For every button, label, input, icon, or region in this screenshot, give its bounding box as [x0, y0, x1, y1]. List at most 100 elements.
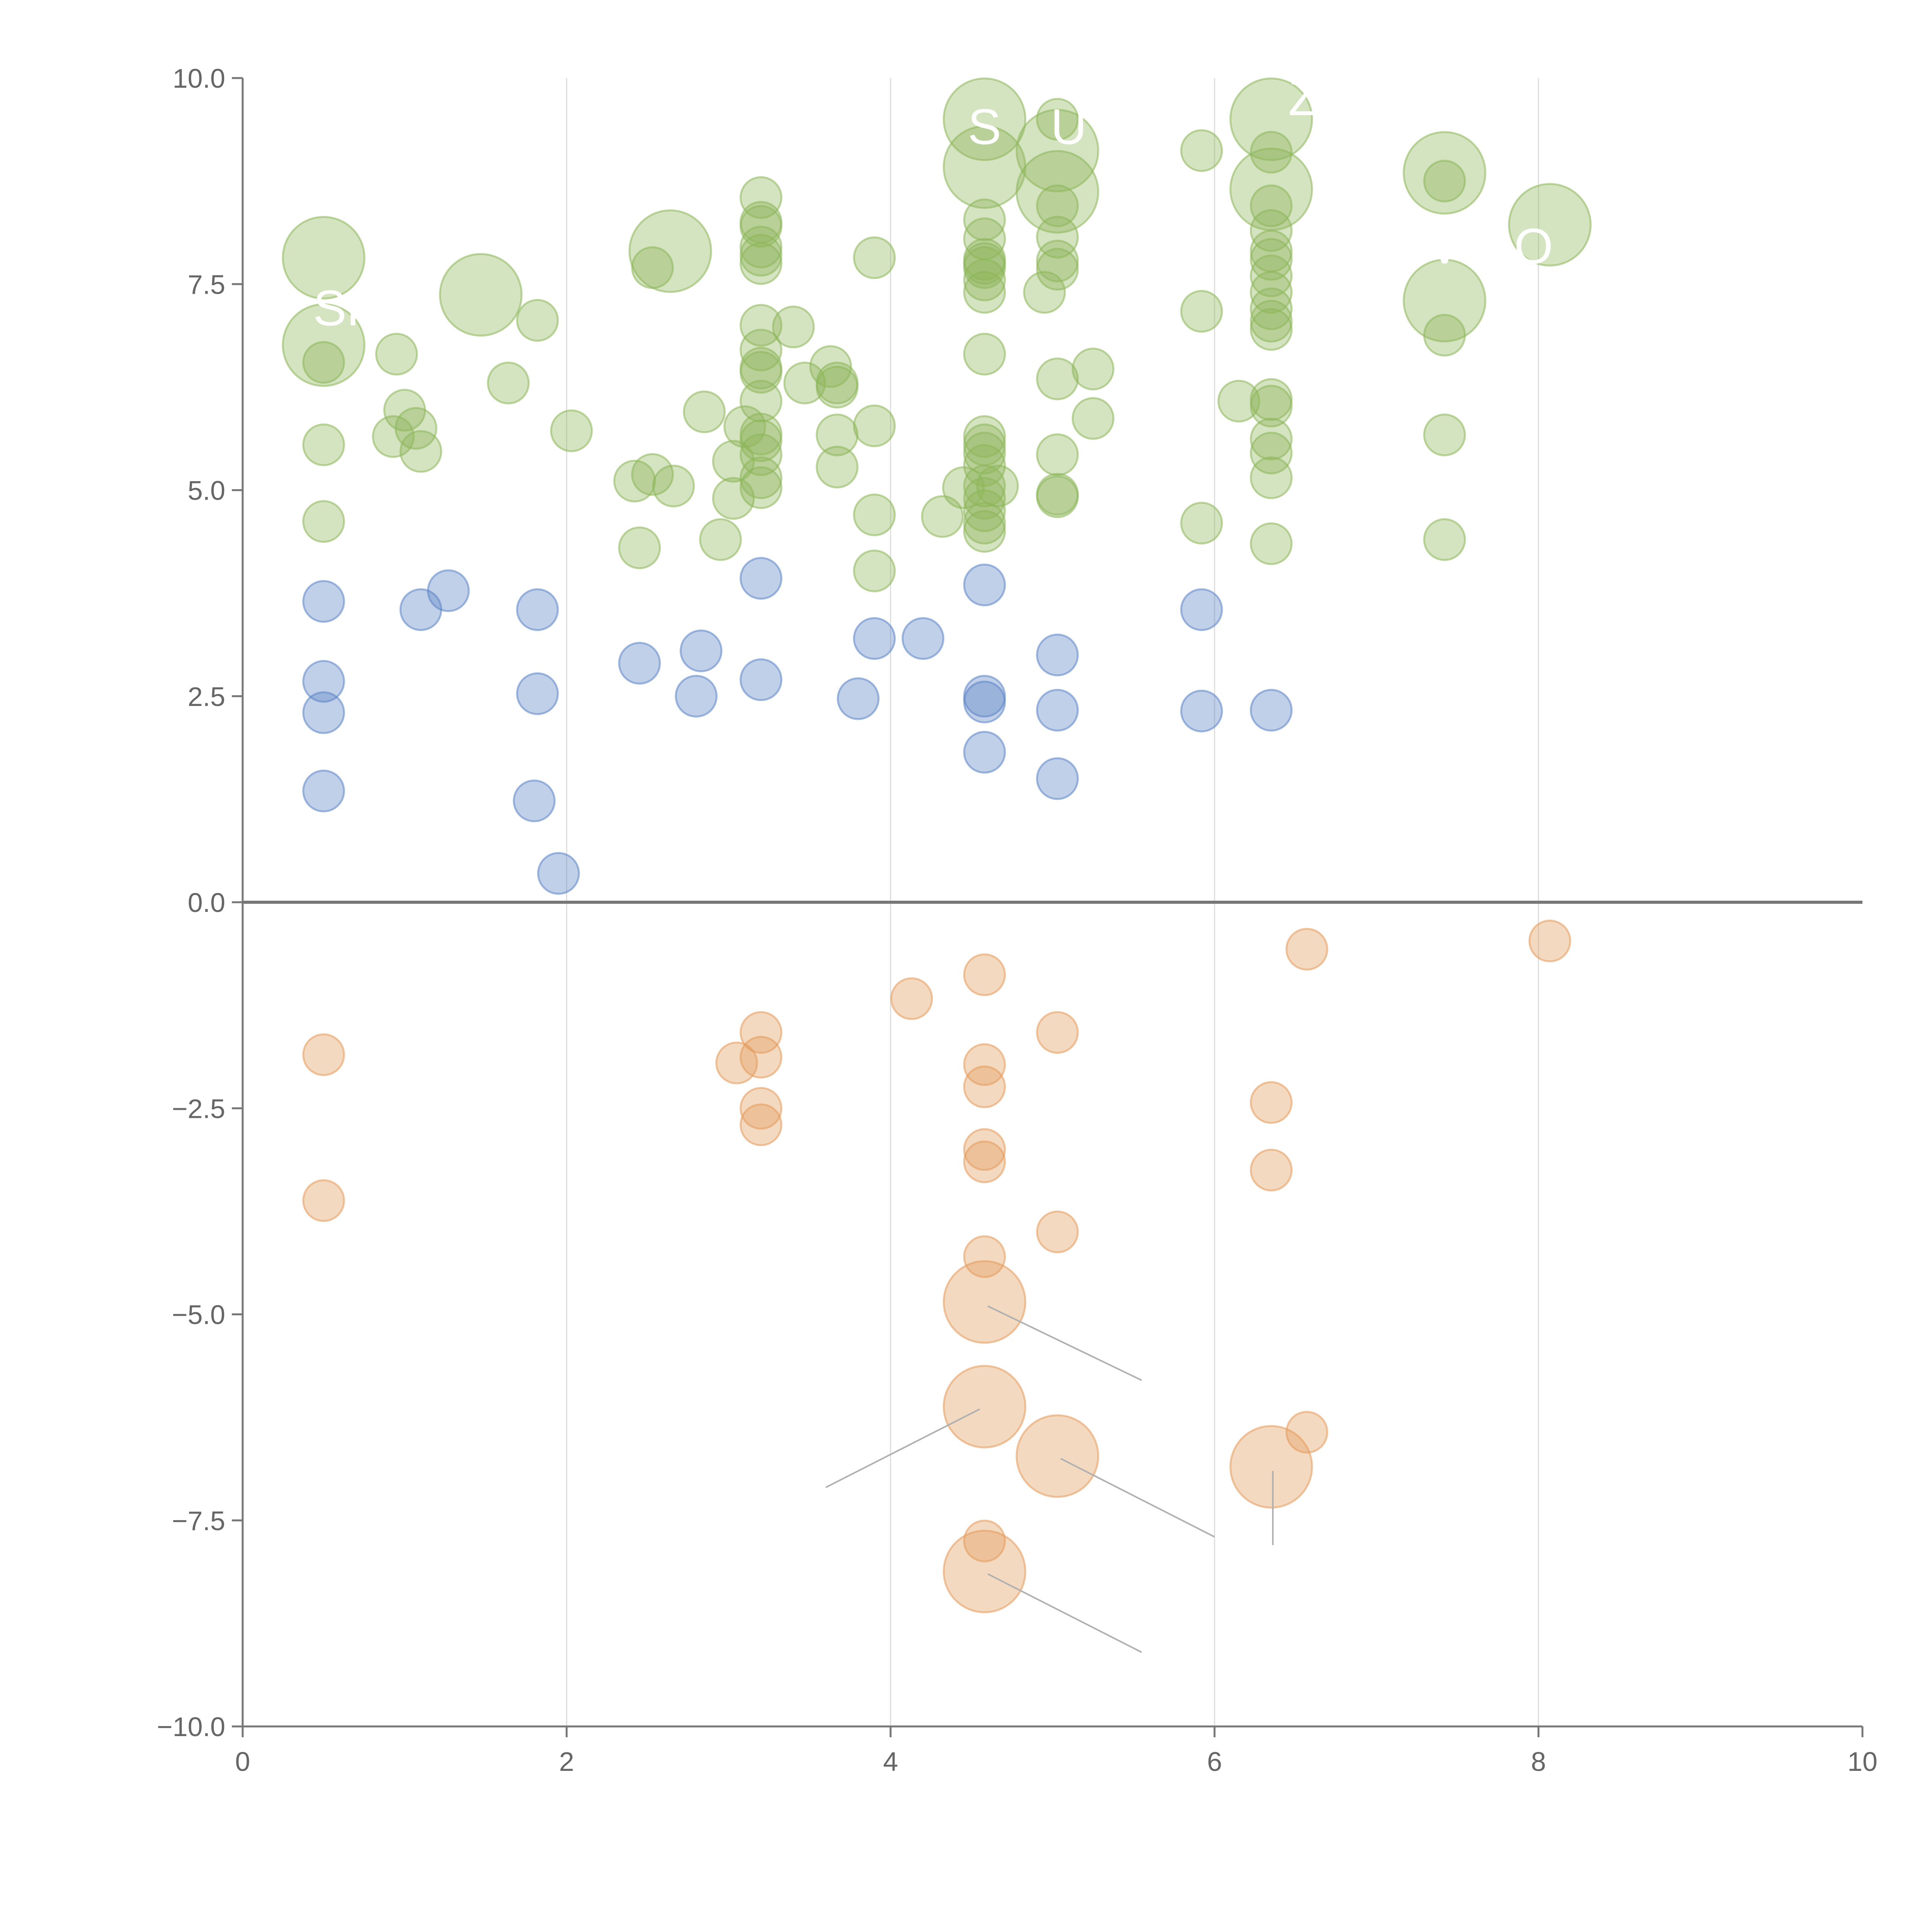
bubble-blue: [963, 731, 1006, 774]
bubble-orange: [1250, 1148, 1293, 1192]
leader-line: [825, 1408, 980, 1488]
bubble-green: [740, 456, 782, 499]
bubble-green: [652, 464, 695, 508]
y-tick-label: 5.0: [188, 476, 225, 506]
bubble-green: [853, 549, 896, 592]
bubble-green: [439, 253, 523, 337]
bubble-annotation: V: [1428, 218, 1461, 274]
bubble-green: [1180, 290, 1223, 333]
bubble-green: [740, 466, 782, 509]
bubble-orange: [942, 1365, 1027, 1449]
bubble-blue: [302, 769, 345, 813]
bubble-green: [1036, 216, 1079, 259]
bubble-blue: [513, 779, 556, 822]
x-tick-label: 0: [235, 1747, 250, 1777]
x-tick-label: 8: [1531, 1747, 1546, 1777]
y-tick-label: −10.0: [157, 1712, 225, 1742]
leader-line: [987, 1573, 1142, 1653]
bubble-green: [375, 333, 418, 376]
bubble-green: [631, 453, 674, 496]
bubble-green: [1423, 314, 1466, 357]
bubble-blue: [675, 675, 718, 718]
bubble-annotation: Z: [1288, 70, 1319, 126]
bubble-blue: [853, 617, 896, 660]
bubble-green: [1180, 129, 1223, 172]
bubble-green: [1250, 238, 1293, 281]
bubble-blue: [516, 672, 559, 715]
bubble-green: [1217, 379, 1260, 423]
bubble-green: [516, 299, 559, 342]
bubble-blue: [740, 658, 782, 701]
bubble-green: [963, 510, 1006, 553]
bubble-green: [976, 464, 1019, 508]
y-tick-label: −7.5: [172, 1506, 225, 1536]
leader-line: [987, 1305, 1142, 1381]
bubble-orange: [963, 1235, 1006, 1278]
bubble-green: [740, 304, 782, 347]
bubble-blue: [680, 629, 723, 672]
bubble-orange: [1285, 928, 1328, 971]
bubble-green: [816, 366, 859, 409]
annotations: S U Z SR OV A: [313, 70, 1553, 1653]
x-tick-label: 2: [559, 1747, 574, 1777]
bubble-blue: [427, 569, 470, 612]
bubble-orange: [1285, 1411, 1328, 1454]
bubble-blue: [963, 680, 1006, 723]
bubble-orange: [1036, 1210, 1079, 1253]
bubble-green: [1250, 254, 1293, 298]
bubble-green: [1403, 259, 1486, 343]
x-tick-label: 4: [883, 1747, 898, 1777]
bubble-green: [1250, 131, 1293, 174]
leader-line: [1060, 1458, 1215, 1538]
bubble-green: [942, 77, 1027, 161]
bubble-green: [302, 500, 345, 543]
bubble-orange: [1015, 1414, 1099, 1498]
bubble-green: [1036, 475, 1079, 518]
bubble-green: [1423, 413, 1466, 456]
bubble-blue: [1180, 689, 1223, 733]
bubble-green: [740, 379, 782, 423]
bubble-green: [816, 413, 859, 456]
bubble-orange: [963, 1140, 1006, 1184]
bubble-green: [740, 242, 782, 285]
bubble-green: [853, 404, 896, 447]
y-tick-label: 10.0: [173, 63, 225, 94]
bubble-green: [740, 419, 782, 462]
bubble-annotation: U: [1051, 99, 1087, 155]
bubble-green: [783, 361, 826, 405]
bubble-blue: [302, 660, 345, 703]
bubble-green: [372, 415, 415, 458]
bubble-green: [1403, 131, 1486, 215]
bubble-green: [963, 477, 1006, 520]
bubble-annotation: O: [1514, 218, 1553, 274]
bubble-annotation: S: [968, 99, 1002, 155]
bubble-orange: [302, 1033, 345, 1076]
bubble-blue: [516, 588, 559, 631]
y-tick-label: 2.5: [188, 682, 225, 712]
bubble-blue: [302, 691, 345, 734]
bubble-green: [1071, 397, 1115, 440]
bubble-orange: [963, 953, 1006, 997]
bubble-orange: [1036, 1011, 1079, 1054]
bubble-orange: [302, 1179, 345, 1222]
bubble-orange: [942, 1260, 1027, 1344]
bubble-orange: [942, 1529, 1027, 1614]
bubble-green: [963, 432, 1006, 474]
bubble-blue: [1036, 689, 1079, 732]
bubble-orange: [740, 1087, 782, 1130]
bubble-green: [1180, 502, 1223, 545]
bubble-blue: [837, 677, 880, 720]
bubble-blue: [537, 852, 580, 895]
bubble-orange: [963, 1065, 1006, 1109]
bubble-orange: [963, 1043, 1006, 1086]
bubble-orange: [963, 1128, 1006, 1171]
bubble-green: [1036, 248, 1079, 291]
y-tick-label: −2.5: [172, 1094, 225, 1124]
bubble-green: [1036, 98, 1079, 141]
bubble-green: [921, 495, 964, 538]
bubble-green: [963, 271, 1006, 314]
bubble-green: [1250, 456, 1293, 499]
bubble-blue: [618, 642, 661, 685]
bubble-annotation: SR: [313, 280, 383, 336]
